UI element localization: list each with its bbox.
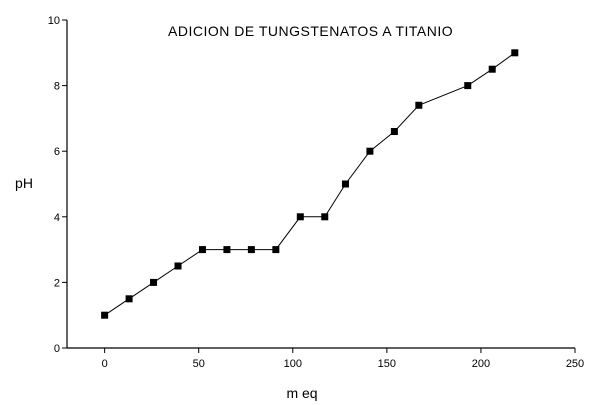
chart-title: ADICION DE TUNGSTENATOS A TITANIO — [168, 23, 453, 39]
data-point — [341, 180, 349, 188]
data-point — [174, 262, 182, 270]
y-tick-label: 6 — [54, 146, 60, 158]
x-tick-label: 0 — [102, 358, 108, 370]
data-point — [198, 246, 206, 254]
axes — [66, 20, 575, 349]
y-tick-label: 2 — [54, 277, 60, 289]
x-axis-label: m eq — [286, 385, 317, 401]
data-point — [488, 65, 496, 73]
data-point — [511, 49, 519, 57]
data-point — [464, 82, 472, 90]
data-point — [247, 246, 255, 254]
data-point — [101, 311, 109, 319]
data-point — [321, 213, 329, 221]
y-tick-label: 10 — [48, 15, 60, 27]
x-tick-label: 50 — [193, 358, 205, 370]
data-point — [150, 278, 158, 286]
y-tick-label: 4 — [54, 212, 60, 224]
y-axis-label: pH — [15, 175, 33, 191]
data-point — [415, 101, 423, 109]
ticks: 0 50 100 150 200 250 0 2 4 6 8 10 — [48, 15, 584, 370]
y-tick-label: 0 — [54, 343, 60, 355]
x-tick-label: 100 — [284, 358, 302, 370]
data-point — [272, 246, 280, 254]
data-point — [366, 147, 374, 155]
y-tick-label: 8 — [54, 81, 60, 93]
data-point — [296, 213, 304, 221]
data-point — [125, 295, 133, 303]
series-line — [104, 52, 516, 316]
x-tick-label: 150 — [378, 358, 396, 370]
data-point — [390, 128, 398, 136]
x-tick-label: 250 — [566, 358, 584, 370]
series — [101, 49, 519, 319]
data-point — [223, 246, 231, 254]
x-tick-label: 200 — [472, 358, 490, 370]
